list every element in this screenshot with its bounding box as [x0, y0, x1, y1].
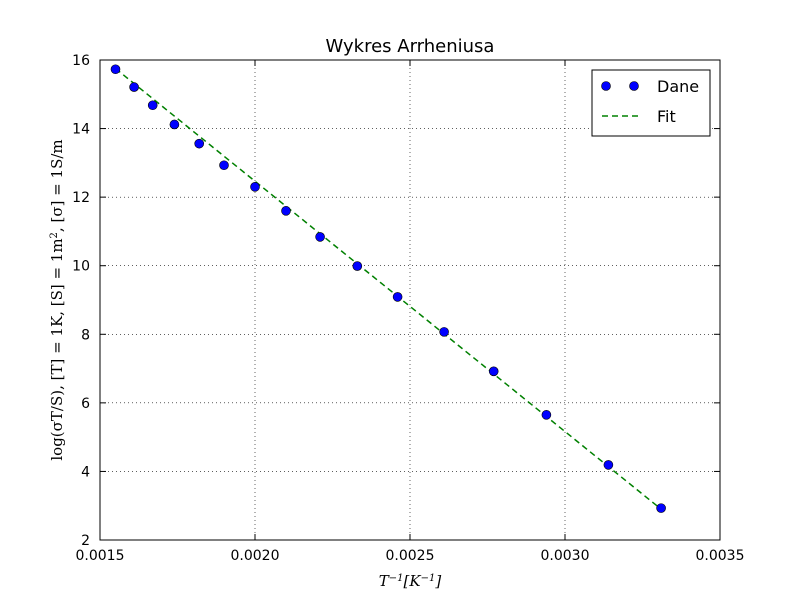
chart-title: Wykres Arrheniusa	[326, 36, 495, 57]
data-point	[110, 64, 121, 75]
data-point	[194, 138, 204, 149]
data-point	[315, 232, 325, 242]
y-tick-label: 8	[81, 327, 90, 343]
x-tick-label: 0.0020	[231, 548, 280, 564]
legend-dane-label: Dane	[657, 77, 699, 96]
legend-box	[591, 69, 711, 137]
data-point	[129, 82, 139, 92]
plot-frame	[99, 59, 721, 541]
y-tick-label: 16	[72, 53, 90, 69]
x-tick-label: 0.0025	[386, 548, 435, 564]
points-layer	[110, 64, 666, 513]
x-tick-label: 0.0015	[76, 548, 125, 564]
y-tick-label: 12	[72, 190, 90, 206]
data-point	[169, 119, 180, 130]
y-tick-label: 2	[81, 533, 90, 549]
x-axis-label: T−1[K−1]	[379, 572, 442, 590]
legend-dane-marker-left	[601, 81, 611, 91]
data-point	[352, 261, 363, 271]
data-point	[439, 327, 449, 337]
data-point	[392, 292, 403, 302]
legend-dane-marker-right	[629, 81, 639, 91]
y-axis-label: log(σT/S), [T] = 1K, [S] = 1m2, [σ] = 1S…	[48, 139, 66, 460]
data-point	[541, 410, 552, 420]
data-point	[250, 182, 260, 192]
legend: Dane Fit	[591, 69, 711, 137]
fit-line	[115, 67, 662, 510]
x-tick-label: 0.0035	[696, 548, 745, 564]
fit-layer	[115, 67, 662, 510]
data-point	[488, 366, 499, 377]
data-point	[281, 206, 291, 216]
data-point	[656, 503, 666, 513]
y-tick-label: 10	[72, 259, 90, 275]
legend-fit-label: Fit	[657, 107, 676, 126]
data-point	[603, 460, 614, 470]
y-tick-label: 6	[81, 396, 90, 412]
data-point	[147, 100, 158, 111]
y-tick-label: 14	[72, 122, 90, 138]
data-point	[219, 160, 229, 171]
y-tick-label: 4	[81, 464, 90, 480]
x-tick-label: 0.0030	[541, 548, 590, 564]
